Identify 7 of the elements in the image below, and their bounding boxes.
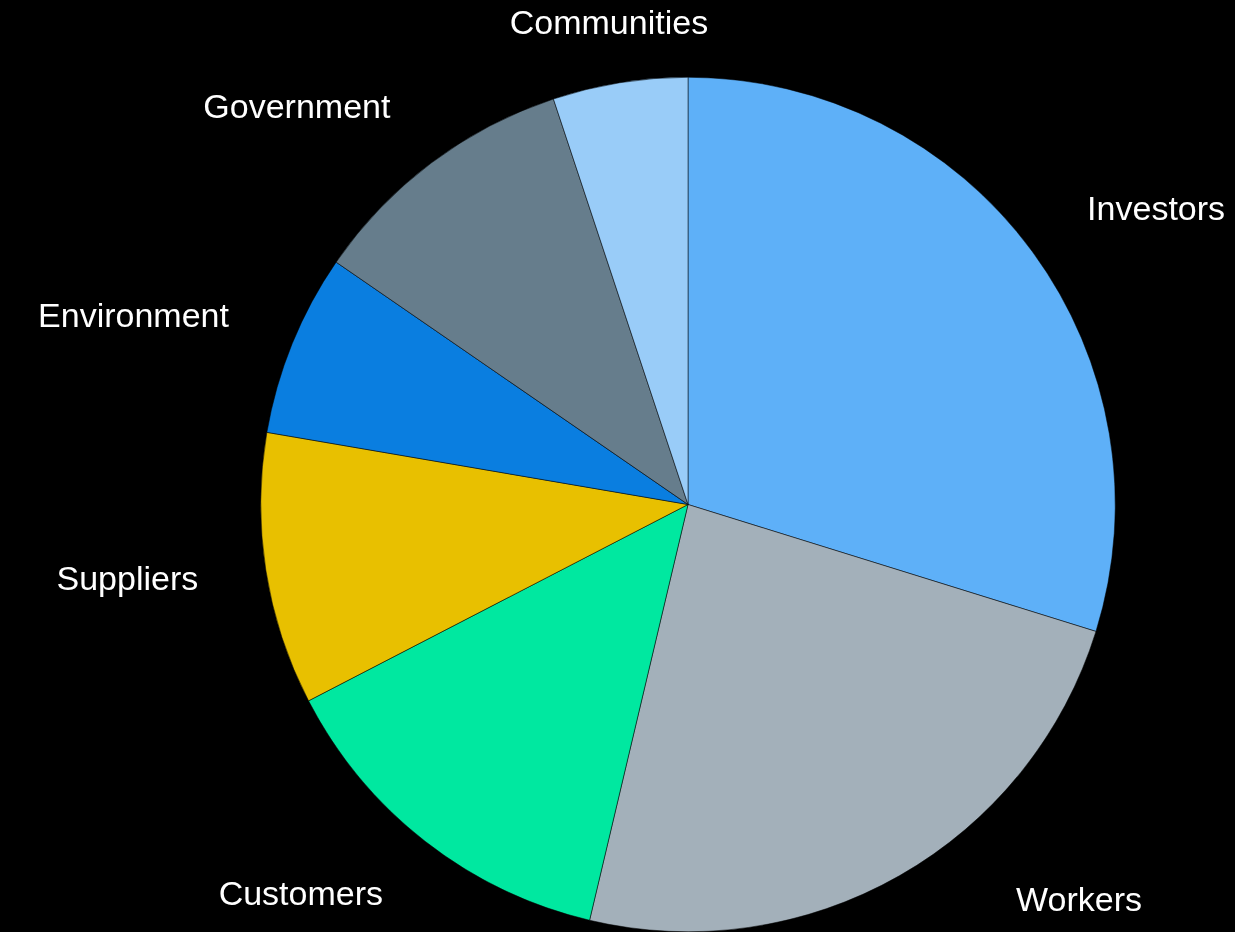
slice-label: Communities bbox=[509, 3, 709, 42]
slice-label: Investors bbox=[1087, 189, 1226, 228]
slice-label: Workers bbox=[1016, 880, 1143, 919]
slice-label: Government bbox=[203, 86, 391, 125]
slice-label: Suppliers bbox=[56, 558, 199, 597]
slice-label: Customers bbox=[218, 873, 384, 912]
slice-label: Environment bbox=[38, 296, 230, 335]
